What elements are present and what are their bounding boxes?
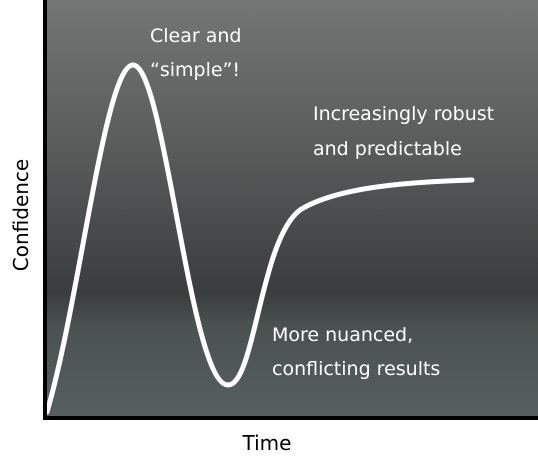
annotation: Clear and [150,25,241,47]
annotation: conflicting results [272,358,440,380]
diagram: Clear and “simple”! Increasingly robust … [0,0,538,458]
annotation: and predictable [313,138,462,160]
y-axis-label: Confidence [9,159,33,271]
background-photo [45,0,538,418]
annotation: More nuanced, [272,324,413,346]
annotation: “simple”! [150,59,240,81]
page: Clear and “simple”! Increasingly robust … [0,0,538,458]
annotation: Increasingly robust [313,103,494,125]
x-axis-label: Time [242,431,292,455]
